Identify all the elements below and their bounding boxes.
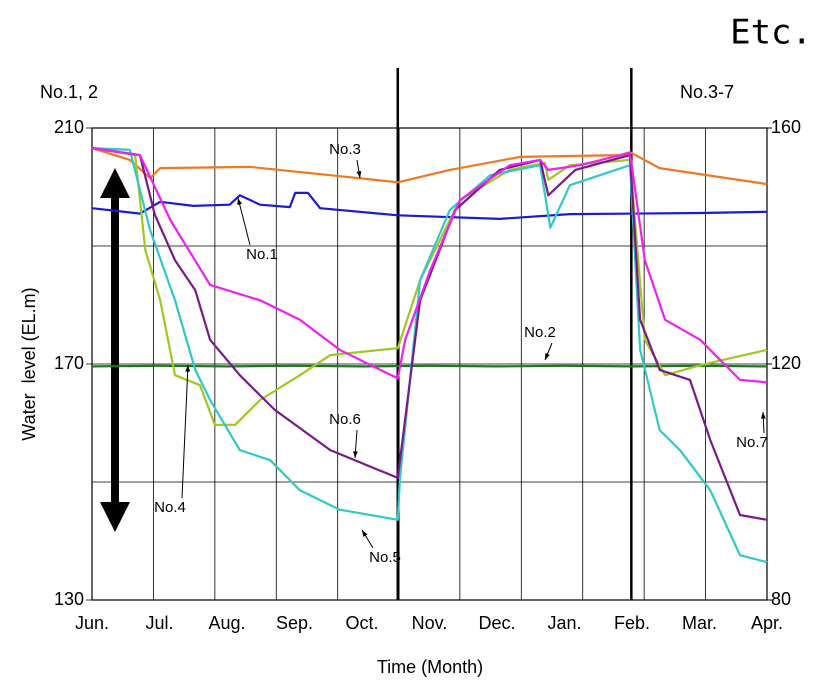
annotation-arrowhead xyxy=(237,198,242,205)
data-line xyxy=(91,147,768,384)
annotation-arrow xyxy=(237,197,251,246)
double-arrow xyxy=(100,168,130,532)
x-tick-label: Apr. xyxy=(751,613,783,633)
annotation: No.2 xyxy=(524,324,556,341)
x-tick-label: Aug. xyxy=(208,613,245,633)
data-line xyxy=(91,191,768,220)
chart-title: Etc. xyxy=(730,13,812,53)
annotation-arrowhead xyxy=(353,451,358,458)
annotation: No.5 xyxy=(369,549,401,566)
y-tick-label: 170 xyxy=(54,353,84,373)
annotation: No.4 xyxy=(154,499,186,516)
y2-axis-title: No.3-7 xyxy=(680,82,734,102)
annotation-arrowhead xyxy=(760,412,766,419)
annotation-arrowhead xyxy=(185,365,191,372)
x-tick-label: Oct. xyxy=(345,613,378,633)
y-tick-label: 210 xyxy=(54,117,84,137)
x-tick-label: Mar. xyxy=(682,613,717,633)
x-tick-label: Jun. xyxy=(75,613,109,633)
data-line xyxy=(91,147,768,564)
x-tick-label: Jul. xyxy=(145,613,173,633)
annotation: No.7 xyxy=(736,434,768,451)
annotation-arrowhead xyxy=(356,171,362,178)
annotation-arrow xyxy=(181,364,189,499)
data-line xyxy=(91,147,768,521)
annotation: No.6 xyxy=(329,411,361,428)
y2-tick-label: 120 xyxy=(771,353,801,373)
annotation-arrowhead xyxy=(362,530,368,537)
x-tick-label: Nov. xyxy=(412,613,448,633)
data-line xyxy=(91,147,768,186)
x-tick-label: Feb. xyxy=(614,613,650,633)
y2-tick-label: 160 xyxy=(771,117,801,137)
y-axis-title: No.1, 2 xyxy=(40,82,98,102)
data-line xyxy=(91,364,768,368)
annotation: No.1 xyxy=(246,246,278,263)
annotation-arrowhead xyxy=(545,353,550,360)
x-axis-label: Time (Month) xyxy=(377,657,483,677)
y2-tick-label: 80 xyxy=(771,589,791,609)
annotation: No.3 xyxy=(329,141,361,158)
y-axis-label: Water level (EL.m) xyxy=(19,287,39,440)
x-tick-label: Dec. xyxy=(478,613,515,633)
x-tick-label: Sep. xyxy=(276,613,313,633)
y-tick-label: 130 xyxy=(54,589,84,609)
x-tick-label: Jan. xyxy=(547,613,581,633)
